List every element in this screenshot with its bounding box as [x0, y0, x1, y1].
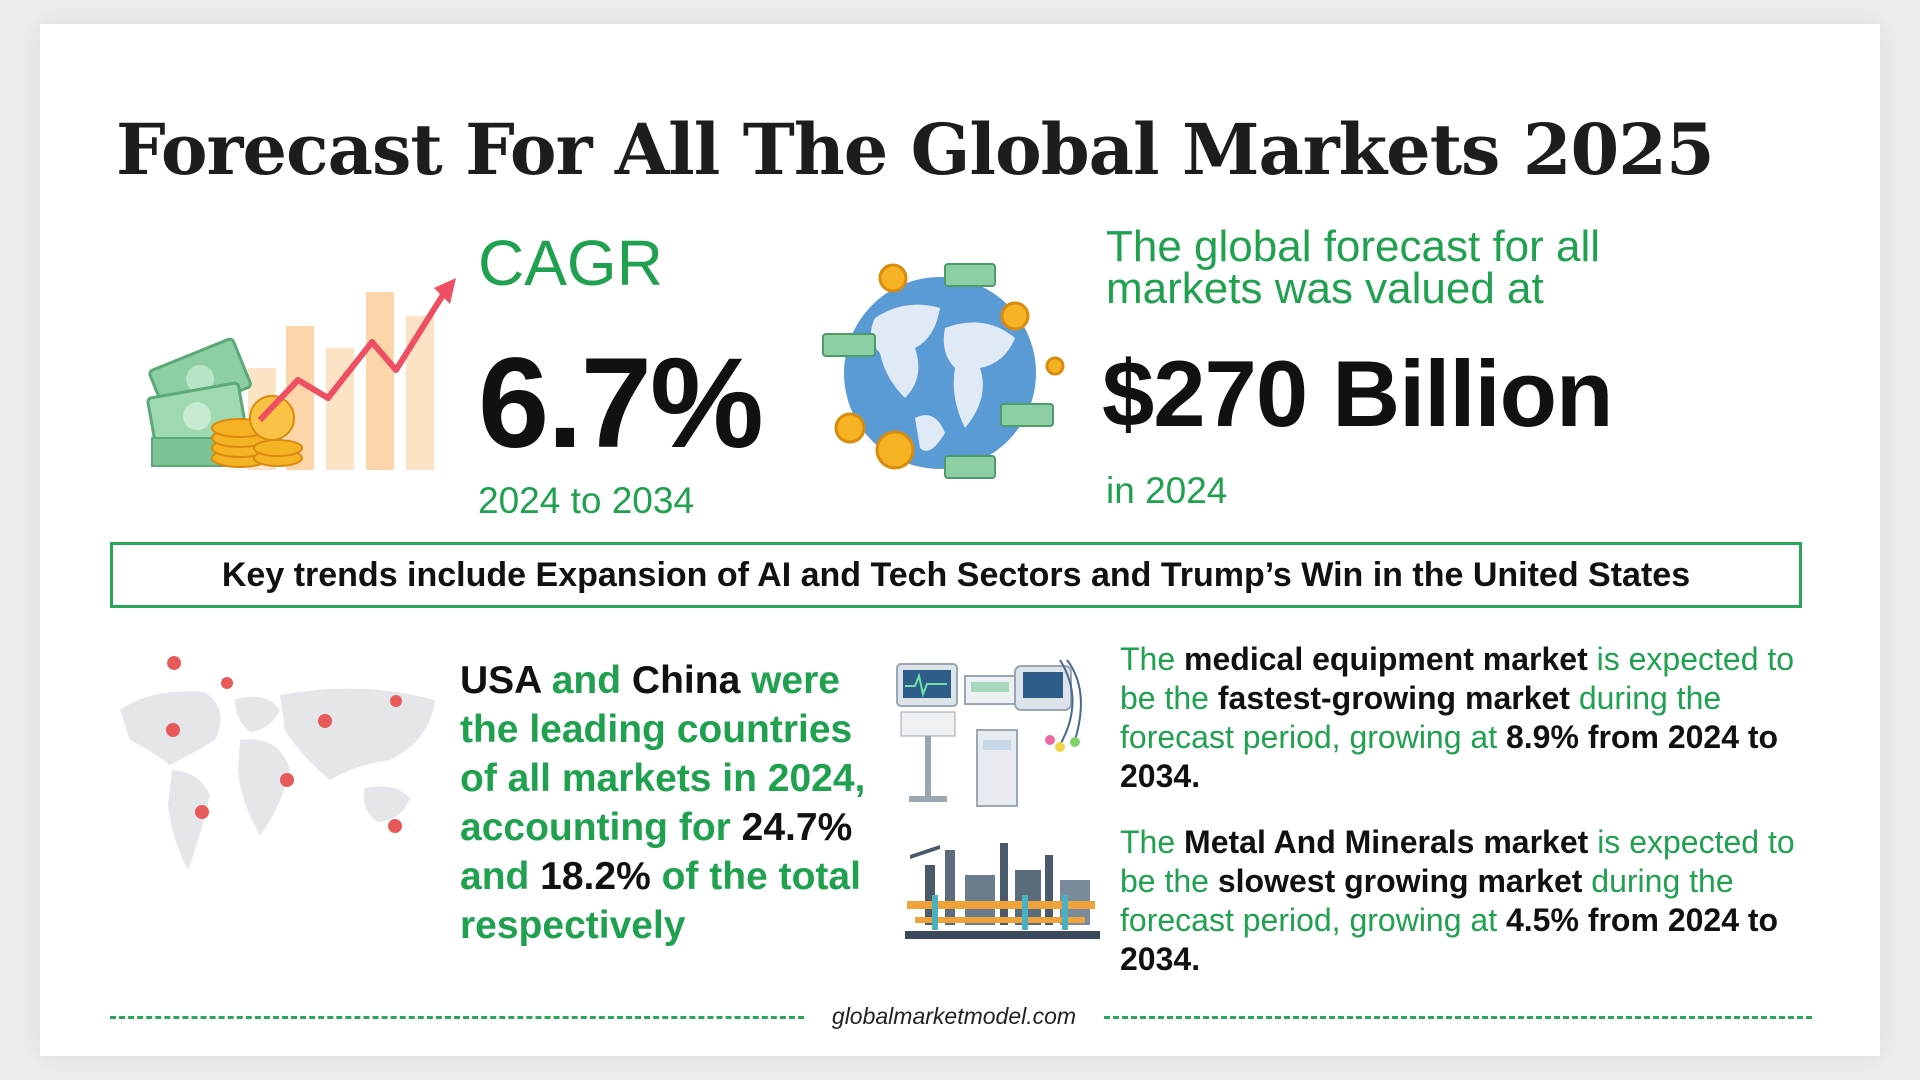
valuation-intro: The global forecast for all markets was … — [1106, 222, 1601, 313]
med-growth: 8.9% from 2024 to 2034. — [1120, 719, 1779, 794]
world-map-pins-icon — [120, 656, 435, 870]
medical-equipment-text: The medical equipment market is expected… — [1120, 640, 1820, 796]
and-text-2: and — [460, 855, 541, 898]
valuation-year: in 2024 — [1106, 470, 1228, 511]
valuation-value: $270 Billion — [1102, 341, 1613, 446]
cash-growth-chart-icon — [146, 278, 456, 470]
industrial-plant-icon — [905, 843, 1100, 939]
infographic-card — [40, 24, 1880, 1056]
leading-countries-text: USA and China were the leading countries… — [460, 656, 890, 950]
med-status: fastest-growing market — [1217, 680, 1570, 716]
metal-status: slowest growing market — [1217, 863, 1583, 899]
cagr-value: 6.7% — [478, 332, 764, 475]
leaders-ending: the total respectively — [460, 855, 861, 947]
metal-growth: 4.5% from 2024 to 2034. — [1120, 902, 1779, 977]
cagr-label: CAGR — [478, 227, 663, 299]
metal-minerals-text: The Metal And Minerals market is expecte… — [1120, 823, 1820, 979]
footer-divider-right — [1104, 1016, 1812, 1019]
globe-money-icon — [822, 263, 1065, 479]
key-trends-box: Key trends include Expansion of AI and T… — [110, 542, 1802, 608]
of-text: of — [650, 855, 699, 898]
and-text: and — [540, 659, 632, 702]
medical-equipment-icon — [896, 659, 1082, 807]
key-trends-text: Key trends include Expansion of AI and T… — [221, 555, 1691, 594]
cagr-period: 2024 to 2034 — [478, 480, 695, 521]
leaders-description: were the leading countries of all market… — [460, 659, 866, 849]
metal-the: The — [1120, 824, 1185, 860]
page-title: Forecast For All The Global Markets 2025 — [116, 108, 1715, 191]
china-share: 18.2% — [540, 855, 651, 898]
metal-market-name: Metal And Minerals market — [1184, 824, 1589, 860]
med-expected: is expected to be the — [1120, 641, 1795, 716]
usa-share: 24.7% — [741, 806, 853, 849]
footer-divider-left — [110, 1016, 804, 1019]
med-during: during the forecast period, growing at — [1120, 680, 1722, 755]
usa-label: USA — [460, 659, 541, 702]
china-label: China — [631, 659, 741, 702]
footer-website: globalmarketmodel.com — [831, 1003, 1077, 1029]
med-the: The — [1120, 641, 1185, 677]
med-market-name: medical equipment market — [1184, 641, 1588, 677]
metal-during: during the forecast period, growing at — [1120, 863, 1734, 938]
metal-expected: is expected to be the — [1120, 824, 1795, 899]
